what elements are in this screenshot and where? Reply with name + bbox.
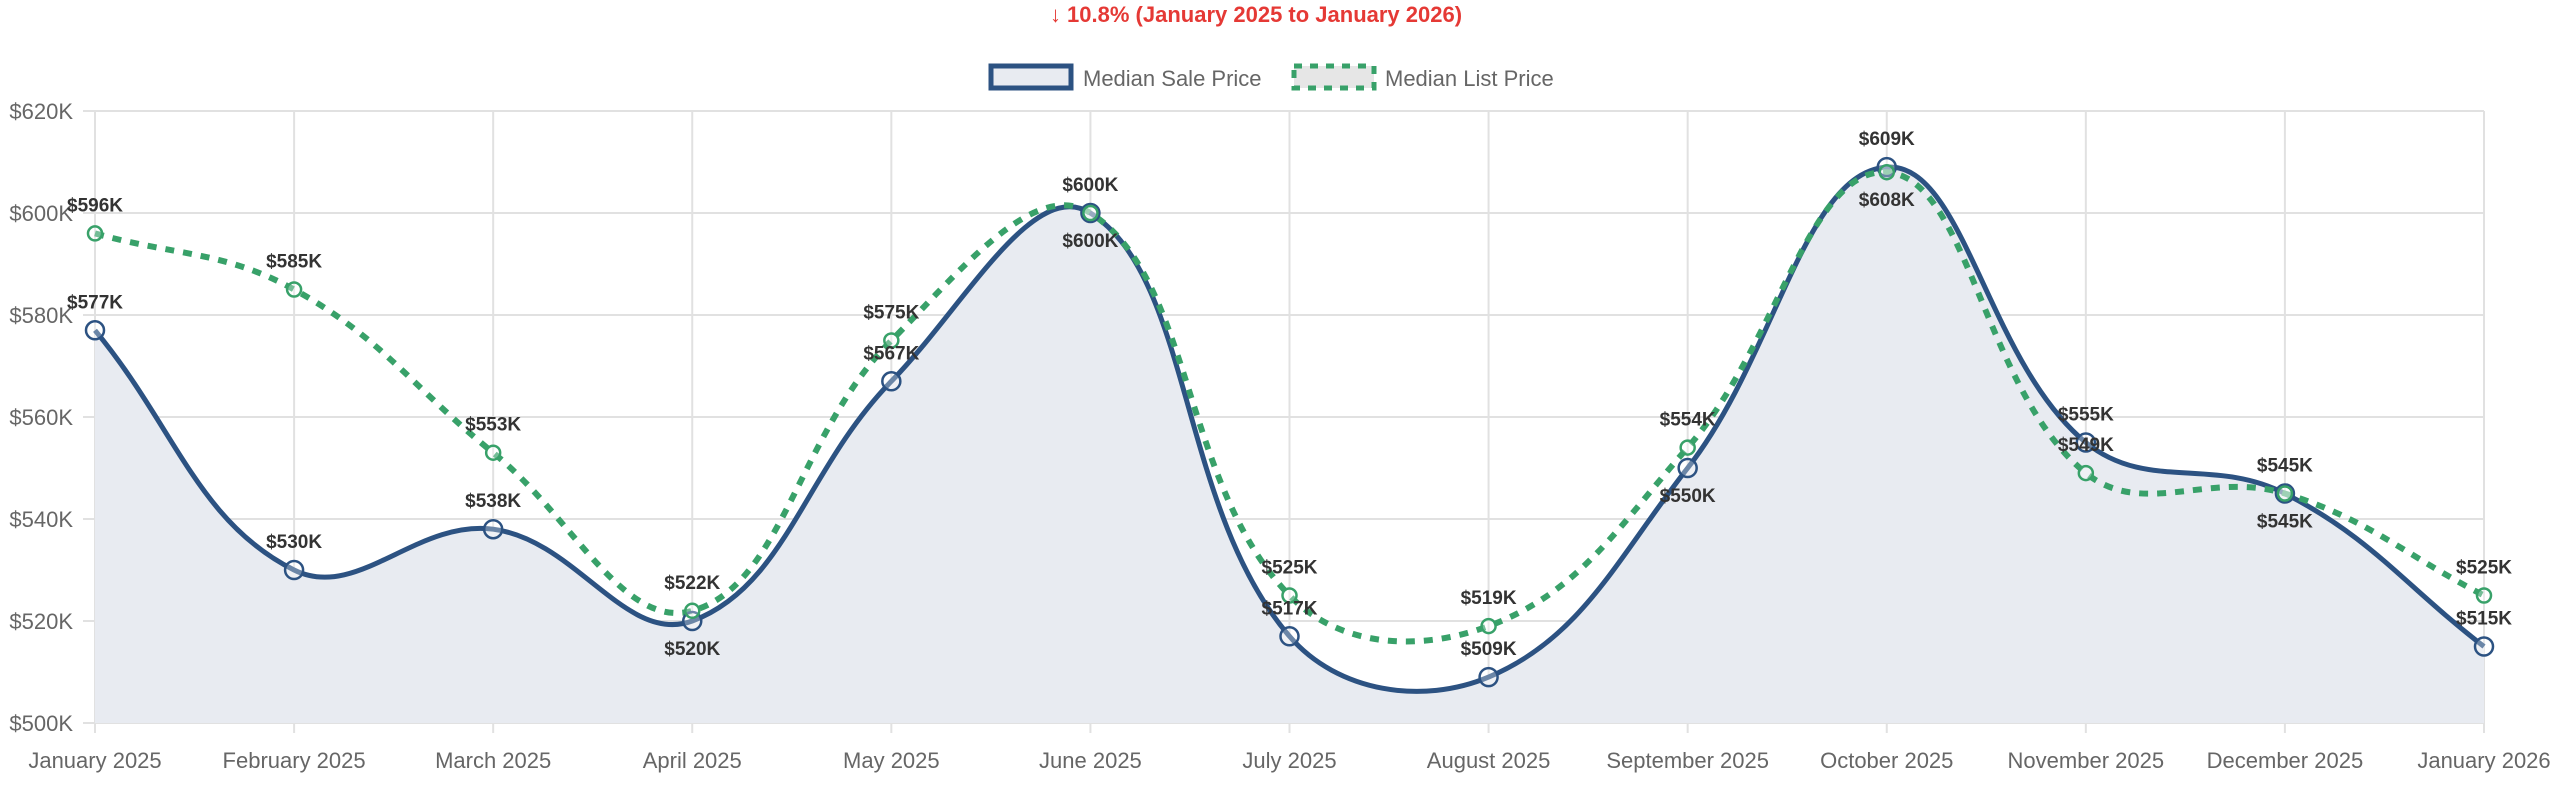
legend-item-list[interactable]: Median List Price [1291, 63, 1554, 91]
data-label-list: $549K [2058, 435, 2114, 456]
data-point-sale [84, 320, 106, 341]
x-tick-label: August 2025 [1427, 748, 1551, 773]
x-tick-label: January 2025 [28, 748, 161, 773]
data-label-sale: $577K [67, 292, 123, 313]
data-label-list: $554K [1660, 410, 1716, 431]
data-label-sale: $545K [2257, 456, 2313, 477]
data-point-sale [881, 371, 902, 392]
data-label-sale: $509K [1461, 639, 1517, 660]
chart-title: ↓ 10.8% (January 2025 to January 2026) [1050, 2, 1462, 27]
data-point-list [883, 332, 900, 349]
y-tick-label: $560K [9, 405, 73, 430]
data-label-list: $553K [465, 415, 521, 436]
x-tick-label: December 2025 [2207, 748, 2364, 773]
y-tick-label: $620K [9, 99, 73, 124]
data-label-sale: $517K [1262, 598, 1318, 619]
data-point-list [1082, 204, 1099, 222]
data-label-sale: $555K [2058, 405, 2114, 426]
data-label-sale: $567K [863, 343, 919, 364]
data-label-list: $600K [1062, 231, 1118, 252]
data-point-list [2475, 587, 2493, 604]
data-point-sale [2473, 636, 2495, 657]
x-tick-label: November 2025 [2008, 748, 2165, 773]
legend: Median Sale Price Median List Price [988, 63, 1554, 91]
y-tick-label: $600K [9, 201, 73, 226]
x-tick-label: September 2025 [1606, 748, 1769, 773]
data-point-sale [1677, 457, 1698, 479]
legend-label-list: Median List Price [1385, 66, 1554, 91]
y-tick-label: $540K [9, 507, 73, 532]
data-label-list: $585K [266, 252, 322, 273]
data-point-list [484, 444, 502, 461]
data-label-list: $596K [67, 195, 123, 216]
data-label-sale: $600K [1062, 175, 1118, 196]
data-point-list [1281, 587, 1298, 604]
data-point-list [1480, 617, 1497, 635]
data-label-sale: $530K [266, 532, 322, 553]
data-point-sale [283, 559, 305, 581]
data-label-list: $519K [1461, 588, 1517, 609]
legend-label-sale: Median Sale Price [1083, 66, 1262, 91]
data-point-list [86, 225, 104, 242]
x-tick-label: July 2025 [1242, 748, 1336, 773]
data-label-sale: $515K [2456, 609, 2512, 630]
data-label-list: $575K [863, 303, 919, 324]
data-point-list [2276, 485, 2294, 502]
x-tick-label: May 2025 [843, 748, 940, 773]
y-tick-label: $580K [9, 303, 73, 328]
data-point-sale [2075, 432, 2097, 453]
data-label-list: $545K [2257, 512, 2313, 533]
data-point-list [684, 602, 701, 620]
x-tick-label: March 2025 [435, 748, 551, 773]
x-tick-label: October 2025 [1820, 748, 1953, 773]
data-label-sale: $609K [1859, 129, 1915, 150]
data-point-list [1878, 163, 1895, 181]
legend-item-sale[interactable]: Median Sale Price [988, 63, 1262, 91]
data-label-list: $525K [2456, 558, 2512, 579]
data-label-sale: $520K [664, 639, 720, 660]
x-tick-label: February 2025 [223, 748, 366, 773]
data-label-sale: $550K [1660, 486, 1716, 507]
legend-swatch-sale [988, 63, 1074, 91]
data-point-list [1679, 439, 1696, 456]
series-line-list [94, 169, 2486, 645]
x-tick-label: June 2025 [1039, 748, 1142, 773]
data-point-sale [1478, 666, 1499, 688]
y-tick-label: $500K [9, 711, 73, 736]
data-label-list: $525K [1262, 558, 1318, 579]
data-label-list: $608K [1859, 190, 1915, 211]
data-point-list [285, 281, 303, 298]
data-label-list: $522K [664, 573, 720, 594]
data-point-sale [1876, 156, 1897, 178]
data-label-sale: $538K [465, 491, 521, 512]
x-tick-label: January 2026 [2417, 748, 2550, 773]
series-area-sale [95, 167, 2484, 724]
legend-swatch-list [1291, 63, 1377, 91]
x-tick-label: April 2025 [643, 748, 742, 773]
data-point-sale [482, 518, 504, 540]
y-tick-label: $520K [9, 609, 73, 634]
data-point-sale [1279, 626, 1300, 647]
data-point-list [2077, 464, 2095, 482]
